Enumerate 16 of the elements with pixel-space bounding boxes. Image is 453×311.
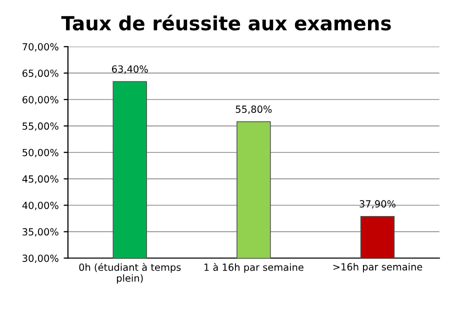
y-tick-label: 40,00% xyxy=(22,202,58,210)
y-tick-label: 65,00% xyxy=(22,70,58,78)
chart-title: Taux de réussite aux examens xyxy=(61,14,391,31)
data-label: 37,90% xyxy=(360,200,396,209)
x-tick-label: >16h par semaine xyxy=(333,262,422,272)
data-label: 63,40% xyxy=(112,65,148,74)
x-tick-label: 1 à 16h par semaine xyxy=(204,262,304,273)
y-tick-label: 35,00% xyxy=(22,228,58,237)
y-tick-label: 30,00% xyxy=(22,254,58,263)
x-tick-label: 0h (étudiant à temps plein) xyxy=(79,262,181,284)
y-tick-label: 50,00% xyxy=(22,148,58,158)
data-label: 55,80% xyxy=(236,106,272,114)
y-tick-label: 70,00% xyxy=(22,43,58,52)
y-tick-label: 55,00% xyxy=(22,122,58,131)
y-tick-label: 60,00% xyxy=(22,96,58,104)
y-tick-label: 45,00% xyxy=(22,175,58,184)
